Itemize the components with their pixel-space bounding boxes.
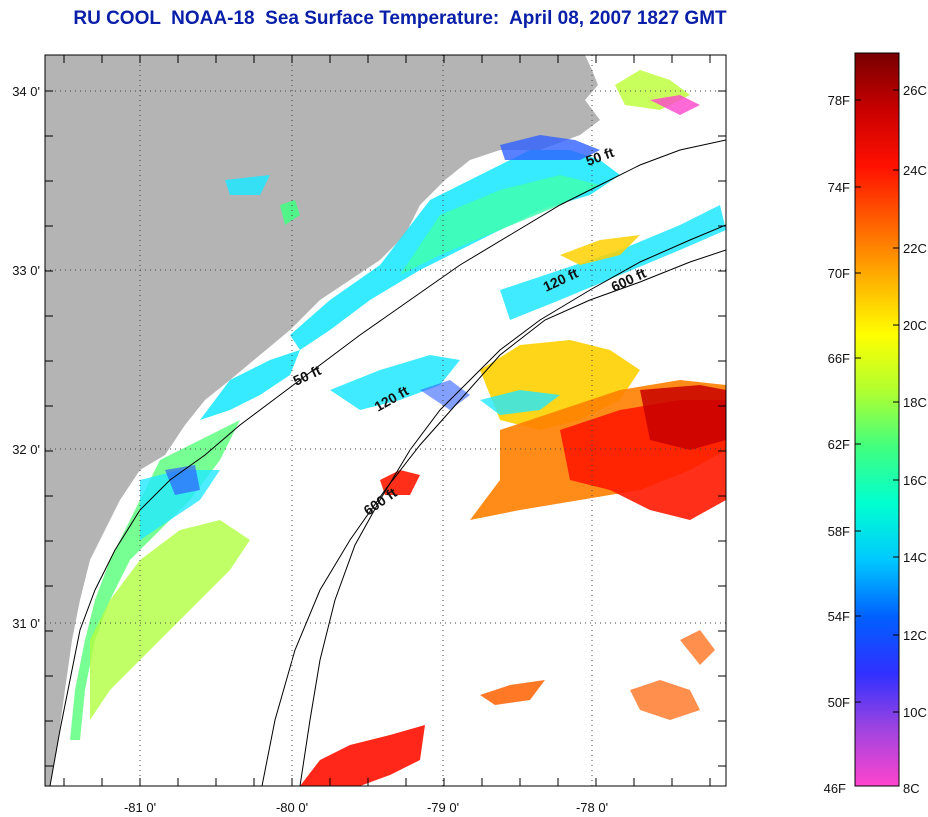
- colorbar-ticks: [855, 89, 899, 713]
- colorbar-f-label: 50F: [828, 695, 850, 710]
- colorbar-c-label: 18C: [903, 395, 927, 410]
- graticule: [45, 55, 726, 786]
- isobath-50ft-line: [49, 139, 726, 786]
- isobath-120ft-line: [299, 224, 726, 786]
- colorbar-f-label: 74F: [828, 180, 850, 195]
- lat-tick-label: 34 0': [12, 84, 40, 99]
- colorbar-f-label: 70F: [828, 266, 850, 281]
- colorbar-c-label: 26C: [903, 83, 927, 98]
- lat-tick-label: 33 0': [12, 263, 40, 278]
- colorbar-f-label: 62F: [828, 437, 850, 452]
- colorbar-c-label: 24C: [903, 163, 927, 178]
- colorbar: [854, 52, 900, 787]
- lon-tick-label: -78 0': [576, 800, 608, 815]
- land-mass: [45, 55, 600, 786]
- colorbar-f-label: 54F: [828, 609, 850, 624]
- colorbar-c-label: 10C: [903, 705, 927, 720]
- map-ticks: [45, 55, 726, 786]
- lon-tick-label: -81 0': [124, 800, 156, 815]
- lat-tick-label: 31 0': [12, 616, 40, 631]
- colorbar-c-label: 12C: [903, 628, 927, 643]
- lon-tick-label: -79 0': [427, 800, 459, 815]
- map-frame: [44, 54, 727, 787]
- lat-tick-label: 32 0': [12, 442, 40, 457]
- colorbar-c-label: 16C: [903, 473, 927, 488]
- colorbar-f-label: 66F: [828, 351, 850, 366]
- isobath-600ft-line: [261, 249, 726, 786]
- colorbar-f-label: 78F: [828, 93, 850, 108]
- colorbar-c-label: 14C: [903, 550, 927, 565]
- lon-tick-label: -80 0': [276, 800, 308, 815]
- colorbar-c-label: 22C: [903, 241, 927, 256]
- colorbar-f-label: 58F: [828, 524, 850, 539]
- colorbar-c-label: 20C: [903, 318, 927, 333]
- sst-data-layer: [70, 70, 726, 786]
- colorbar-c-label: 8C: [903, 781, 920, 796]
- colorbar-f-label: 46F: [824, 781, 846, 796]
- isobath-lines: [49, 139, 726, 786]
- map-title: RU COOL NOAA-18 Sea Surface Temperature:…: [73, 8, 727, 29]
